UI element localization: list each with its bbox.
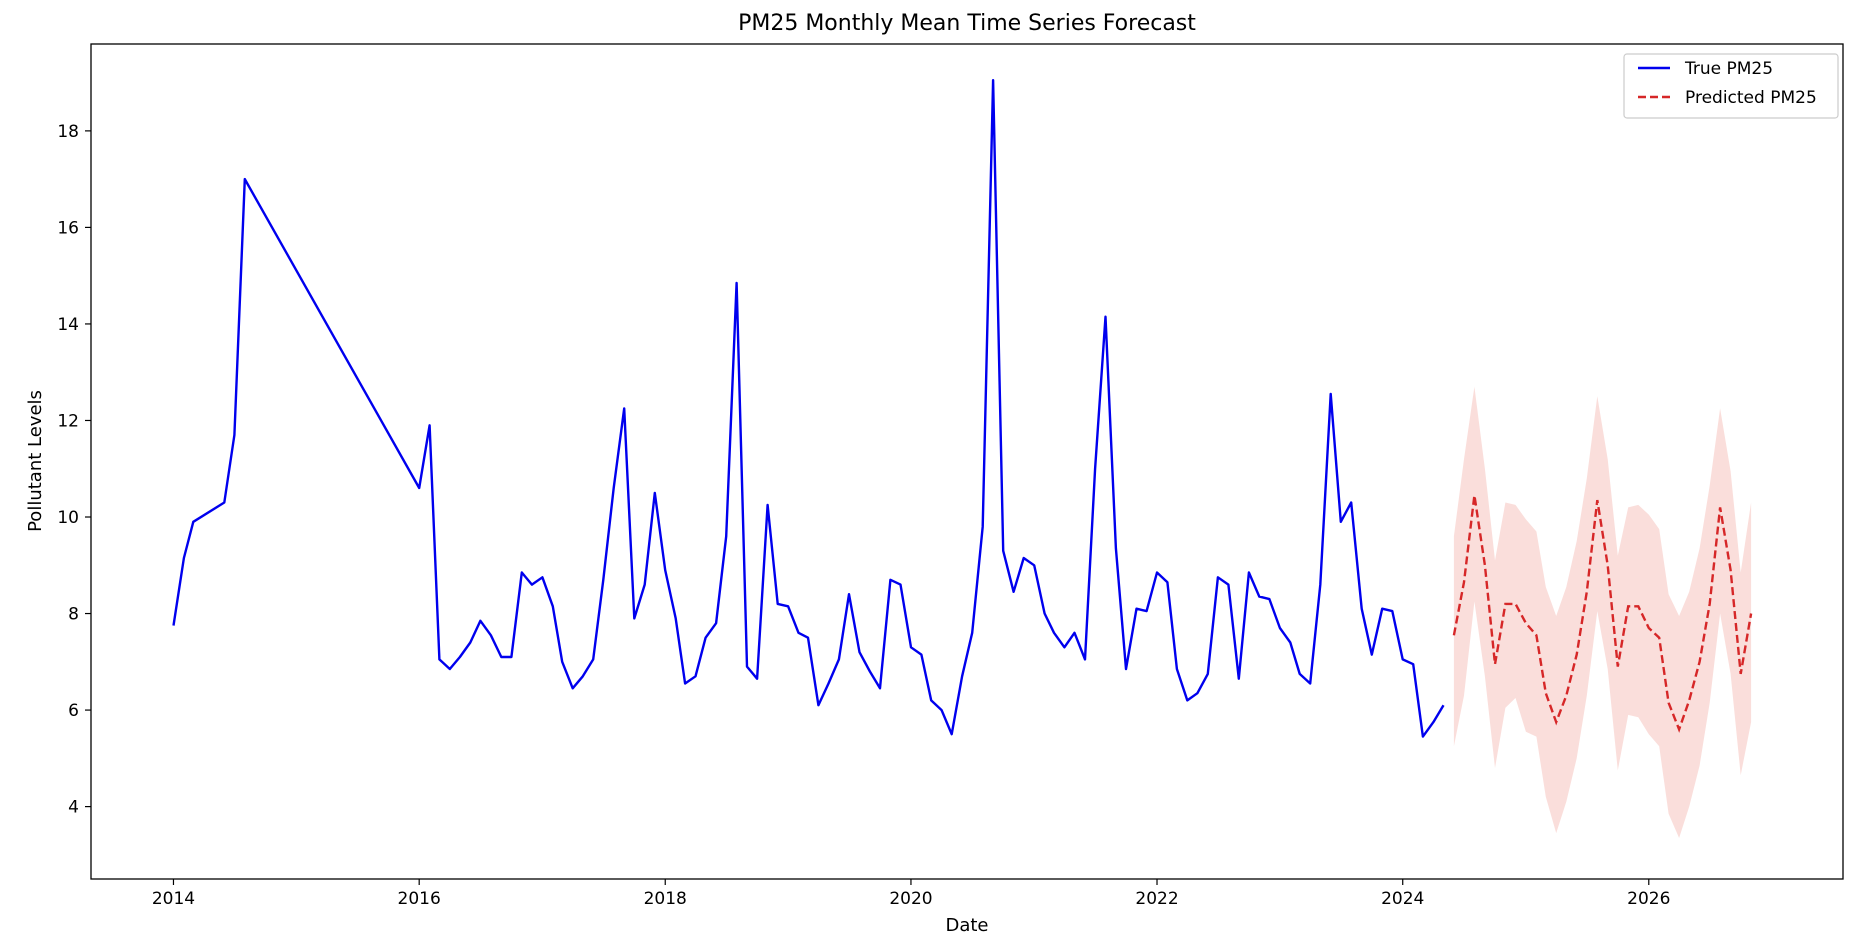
- axes-frame: [90, 43, 1844, 880]
- x-tick-label: 2020: [889, 889, 932, 909]
- x-tick-label: 2022: [1135, 889, 1178, 909]
- y-tick-label: 14: [57, 315, 79, 335]
- x-axis-title: Date: [945, 915, 988, 936]
- legend: True PM25 Predicted PM25: [1623, 53, 1839, 119]
- y-tick-label: 18: [57, 122, 79, 142]
- axes: 2014 2016 2018 2020 2022 2024 2026 4 6 8 10 12 14 16 1…: [57, 43, 1844, 909]
- legend-box: [1623, 53, 1839, 119]
- y-tick-label: 16: [57, 218, 79, 238]
- y-axis-title: Pollutant Levels: [25, 390, 46, 532]
- plot-area: [172, 78, 1753, 838]
- chart-title: PM25 Monthly Mean Time Series Forecast: [738, 11, 1196, 36]
- predicted-pm25-line: [1452, 495, 1753, 733]
- x-tick-label: 2026: [1627, 889, 1670, 909]
- y-tick-label: 8: [68, 605, 79, 625]
- x-tick-label: 2016: [398, 889, 441, 909]
- prediction-interval-band: [1453, 386, 1752, 838]
- y-tick-label: 4: [68, 798, 79, 818]
- legend-true-label: True PM25: [1684, 59, 1773, 79]
- true-pm25-line: [172, 78, 1445, 738]
- x-tick-label: 2018: [644, 889, 687, 909]
- legend-predicted-label: Predicted PM25: [1685, 88, 1817, 108]
- y-tick-label: 6: [68, 701, 79, 721]
- y-tick-label: 10: [57, 508, 79, 528]
- x-tick-label: 2024: [1381, 889, 1424, 909]
- y-tick-label: 12: [57, 411, 79, 431]
- x-tick-label: 2014: [152, 889, 195, 909]
